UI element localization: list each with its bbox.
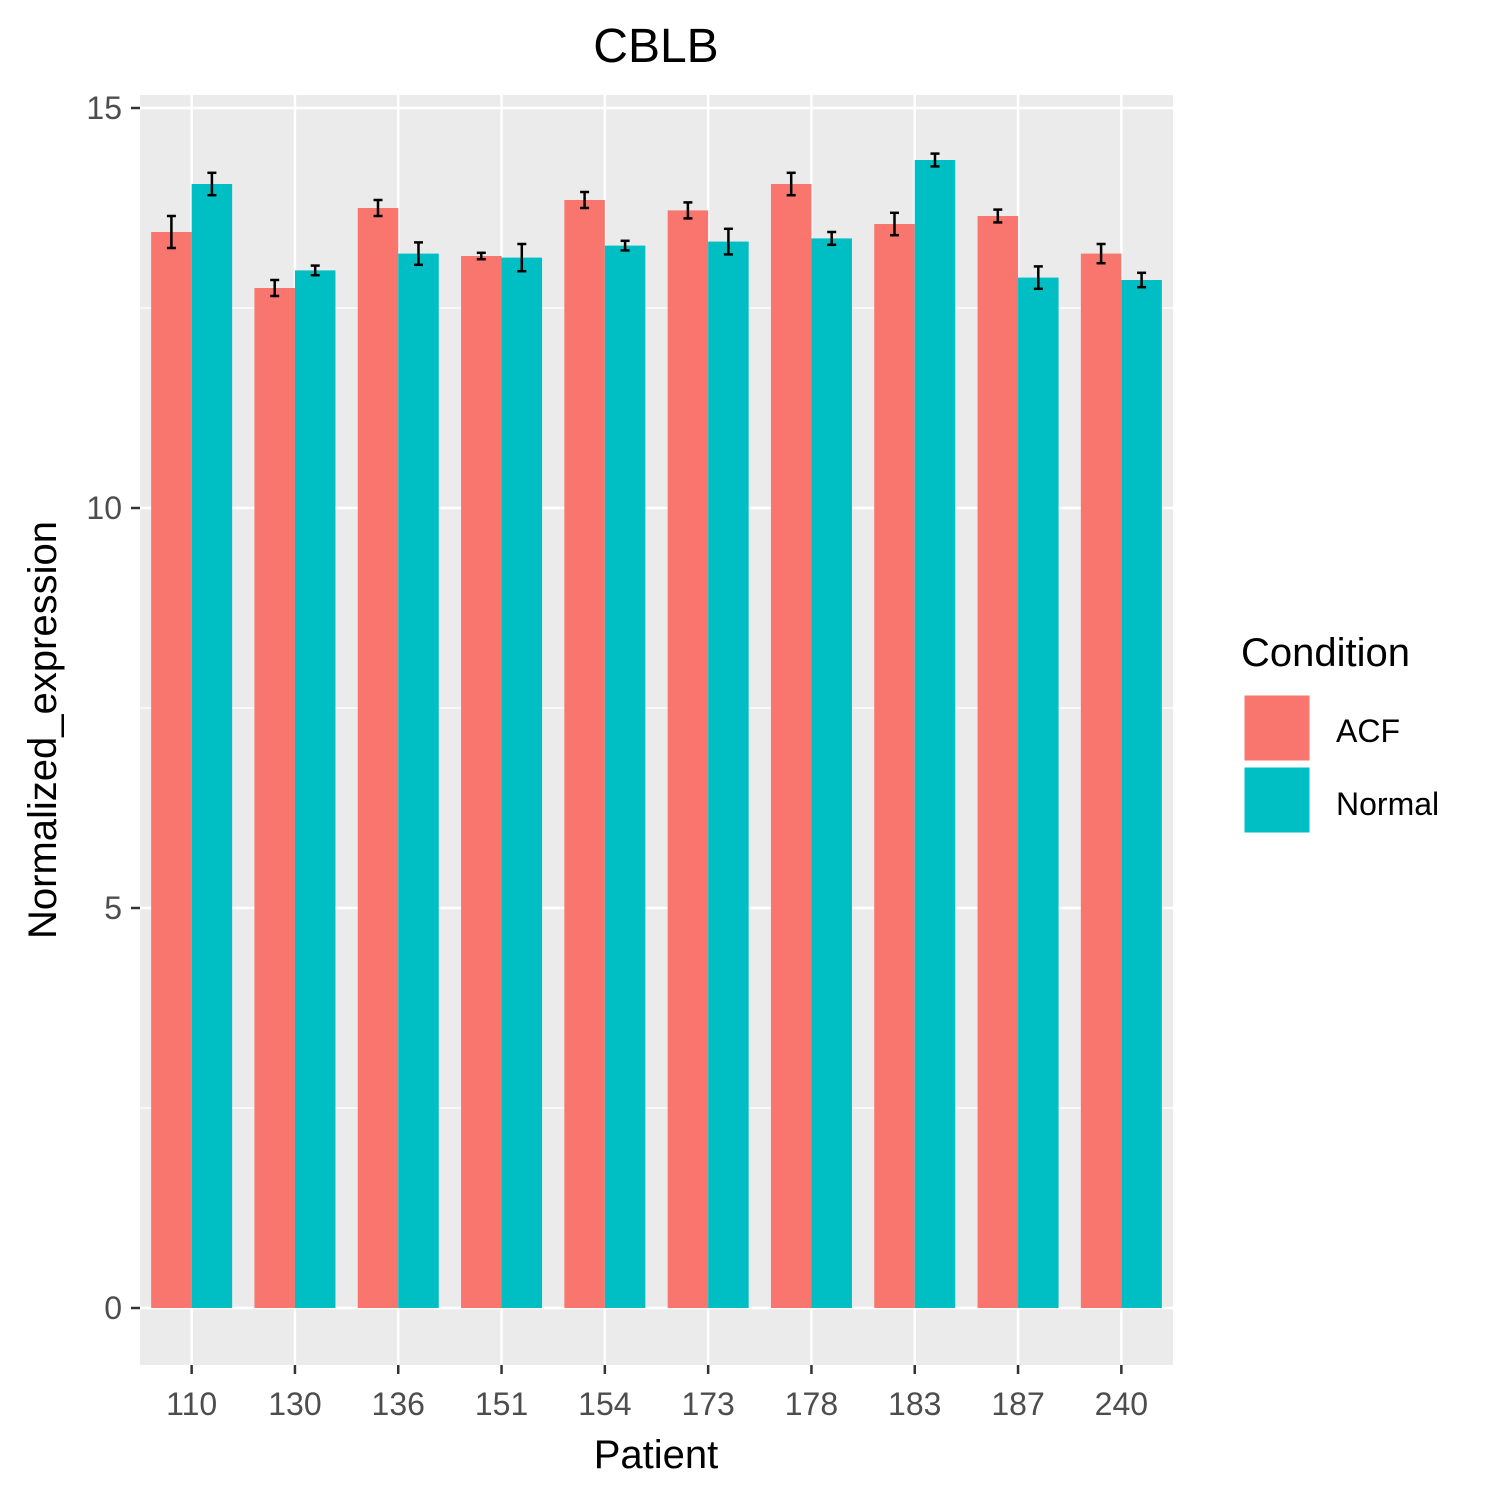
x-axis-title: Patient: [594, 1433, 719, 1477]
bar-normal-183: [914, 160, 956, 1308]
x-axis: 110 130 136 151 154 173 178 183 187 240: [166, 1365, 1148, 1422]
error-bar-acf-240: [1096, 242, 1106, 265]
error-bar-normal-151: [517, 242, 527, 273]
y-tick-label: 5: [104, 890, 122, 926]
error-bar-acf-183: [890, 211, 899, 237]
error-bar-normal-173: [723, 227, 733, 256]
x-tick-label: 154: [578, 1386, 631, 1422]
bar-acf-136: [357, 208, 399, 1308]
legend-key-acf: [1241, 692, 1313, 764]
error-bar-normal-136: [414, 241, 423, 267]
x-tick-label: 183: [888, 1386, 941, 1422]
bar-acf-178: [770, 184, 812, 1308]
error-bar-acf-136: [373, 198, 383, 218]
error-bar-acf-151: [476, 251, 486, 261]
x-tick-label: 178: [785, 1386, 838, 1422]
error-bar-acf-178: [786, 171, 796, 197]
bar-normal-110: [191, 184, 233, 1308]
bar-acf-130: [254, 288, 295, 1308]
error-bar-acf-154: [580, 190, 590, 210]
x-tick-label: 187: [991, 1386, 1044, 1422]
bar-acf-151: [461, 256, 502, 1308]
bar-acf-154: [564, 200, 605, 1308]
error-bar-normal-183: [930, 152, 940, 168]
error-bar-normal-240: [1137, 271, 1147, 289]
error-bar-acf-187: [993, 208, 1003, 224]
error-bar-acf-173: [683, 201, 693, 220]
x-tick-label: 173: [681, 1386, 734, 1422]
x-tick-label: 110: [166, 1386, 217, 1422]
bar-normal-130: [294, 270, 336, 1308]
error-bars: [166, 152, 1147, 298]
error-bar-normal-110: [207, 171, 217, 197]
legend-label-acf: ACF: [1336, 713, 1400, 749]
bar-normal-154: [604, 245, 646, 1309]
bar-acf-187: [977, 216, 1019, 1308]
error-bar-normal-130: [310, 264, 320, 277]
bar-acf-240: [1080, 253, 1122, 1309]
x-tick-label: 151: [475, 1386, 528, 1422]
bar-acf-183: [874, 224, 915, 1308]
legend-key-normal: [1241, 764, 1313, 836]
error-bar-acf-130: [270, 278, 280, 298]
chart-title: CBLB: [593, 20, 718, 73]
bar-normal-151: [501, 257, 543, 1309]
x-tick-label: 130: [268, 1386, 321, 1422]
y-tick-label: 10: [86, 490, 122, 526]
bar-normal-240: [1121, 280, 1162, 1308]
error-bar-normal-154: [620, 239, 630, 252]
y-axis: 0 5 10 15: [86, 90, 140, 1326]
bar-normal-136: [398, 253, 439, 1309]
bar-normal-187: [1018, 277, 1059, 1309]
x-tick-label: 136: [372, 1386, 425, 1422]
legend-label-normal: Normal: [1336, 786, 1439, 822]
y-tick-label: 15: [86, 90, 122, 126]
bar-normal-178: [811, 238, 852, 1308]
legend: Condition ACF Normal: [1241, 631, 1439, 836]
bars: [151, 160, 1162, 1309]
bar-normal-173: [708, 241, 749, 1309]
y-axis-title: Normalized_expression: [21, 521, 65, 939]
error-bar-normal-187: [1033, 265, 1043, 291]
x-tick-label: 240: [1095, 1386, 1148, 1422]
bar-acf-173: [667, 210, 709, 1308]
error-bar-normal-178: [827, 230, 837, 247]
legend-title: Condition: [1241, 631, 1410, 675]
bar-acf-110: [151, 232, 192, 1308]
y-tick-label: 0: [104, 1290, 122, 1326]
error-bar-acf-110: [166, 214, 176, 250]
